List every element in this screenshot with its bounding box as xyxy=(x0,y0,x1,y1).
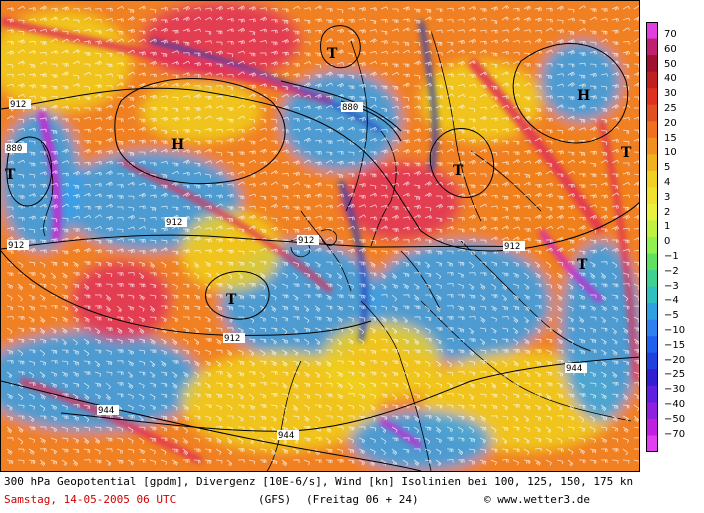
color-legend-bar xyxy=(646,22,658,453)
legend-tick-label: −4 xyxy=(664,295,679,307)
svg-text:912: 912 xyxy=(224,334,240,344)
legend-tick-label: 30 xyxy=(664,88,677,100)
legend-tick-label: −30 xyxy=(664,384,686,396)
legend-tick-label: −20 xyxy=(664,354,686,366)
svg-text:944: 944 xyxy=(278,431,294,441)
map-caption-info: Samstag, 14-05-2005 06 UTC (GFS) (Freita… xyxy=(4,493,640,506)
legend-tick-label: 4 xyxy=(664,177,671,188)
legend-tick-label: 2 xyxy=(664,206,671,218)
isoline-label: 912 xyxy=(297,235,319,246)
legend-tick-label: −25 xyxy=(664,369,686,381)
svg-text:912: 912 xyxy=(504,242,520,252)
pressure-center-label: T xyxy=(621,145,632,161)
svg-text:912: 912 xyxy=(298,236,314,246)
legend-tick-label: 40 xyxy=(664,73,677,85)
legend-tick-label: 25 xyxy=(664,103,677,114)
legend-tick-label: 0 xyxy=(664,236,671,248)
divergence-field xyxy=(1,1,639,471)
svg-text:944: 944 xyxy=(98,406,114,416)
copyright-link[interactable]: © www.wetter3.de xyxy=(484,493,590,506)
pressure-center-label: T xyxy=(577,257,588,273)
svg-text:880: 880 xyxy=(6,144,22,154)
pressure-center-label: T xyxy=(327,46,338,62)
map-canvas: 912 880 912 912 912 912 912 880 944 944 944 T H T T T H T… xyxy=(1,1,639,471)
color-legend-gradient xyxy=(646,22,658,453)
legend-tick-label: 20 xyxy=(664,117,677,129)
svg-text:912: 912 xyxy=(8,241,24,251)
legend-tick-label: 3 xyxy=(664,191,671,203)
svg-text:880: 880 xyxy=(342,103,358,113)
legend-tick-label: −2 xyxy=(664,265,679,277)
legend-tick-label: 1 xyxy=(664,221,671,233)
forecast-run: (Freitag 06 + 24) xyxy=(306,493,419,506)
isoline-label: 912 xyxy=(503,241,525,252)
legend-tick-label: 5 xyxy=(664,162,671,174)
isoline-label: 912 xyxy=(9,99,31,110)
wind-barbs xyxy=(6,5,639,467)
isoline-labels: 912 880 912 912 912 912 912 880 944 944 944 T H T T T H T… xyxy=(5,46,632,441)
isoline-label: 880 xyxy=(341,102,363,113)
legend-tick-label: 60 xyxy=(664,43,677,55)
legend-tick-label: 70 xyxy=(664,29,677,40)
svg-text:944: 944 xyxy=(566,364,582,374)
svg-text:912: 912 xyxy=(166,218,182,228)
legend-tick-label: −3 xyxy=(664,280,679,292)
legend-tick-label: 50 xyxy=(664,58,677,70)
isoline-label: 944 xyxy=(97,405,119,416)
legend-tick-label: −15 xyxy=(664,339,686,351)
pressure-center-label: H xyxy=(171,137,184,153)
valid-date: Samstag, 14-05-2005 06 UTC xyxy=(4,493,177,506)
isoline-label: 912 xyxy=(7,240,29,251)
isoline-label: 912 xyxy=(223,333,245,344)
svg-text:912: 912 xyxy=(10,100,26,110)
isoline-label: 944 xyxy=(565,363,587,374)
weather-map: 912 880 912 912 912 912 912 880 944 944 944 T H T T T H T… xyxy=(0,0,640,472)
pressure-center-label: H xyxy=(577,88,590,104)
isoline-label: 912 xyxy=(165,217,187,228)
legend-tick-label: −40 xyxy=(664,399,686,410)
map-caption-title: 300 hPa Geopotential [gpdm], Divergenz [… xyxy=(4,475,634,488)
isoline-label: 880 xyxy=(5,143,27,154)
legend-tick-label: −1 xyxy=(664,251,679,262)
pressure-center-label: T xyxy=(226,292,237,308)
legend-tick-label: 10 xyxy=(664,147,677,159)
geopotential-isolines xyxy=(1,25,639,471)
isoline-label: 944 xyxy=(277,430,299,441)
coastlines xyxy=(40,30,632,471)
legend-tick-label: −5 xyxy=(664,310,679,322)
legend-tick-label: 15 xyxy=(664,132,677,144)
pressure-center-label: T xyxy=(453,163,464,179)
pressure-center-label: T xyxy=(5,167,16,183)
legend-tick-label: −10 xyxy=(664,325,686,336)
legend-tick-label: −70 xyxy=(664,428,686,440)
model-name: (GFS) xyxy=(258,493,292,506)
legend-tick-label: −50 xyxy=(664,413,686,425)
